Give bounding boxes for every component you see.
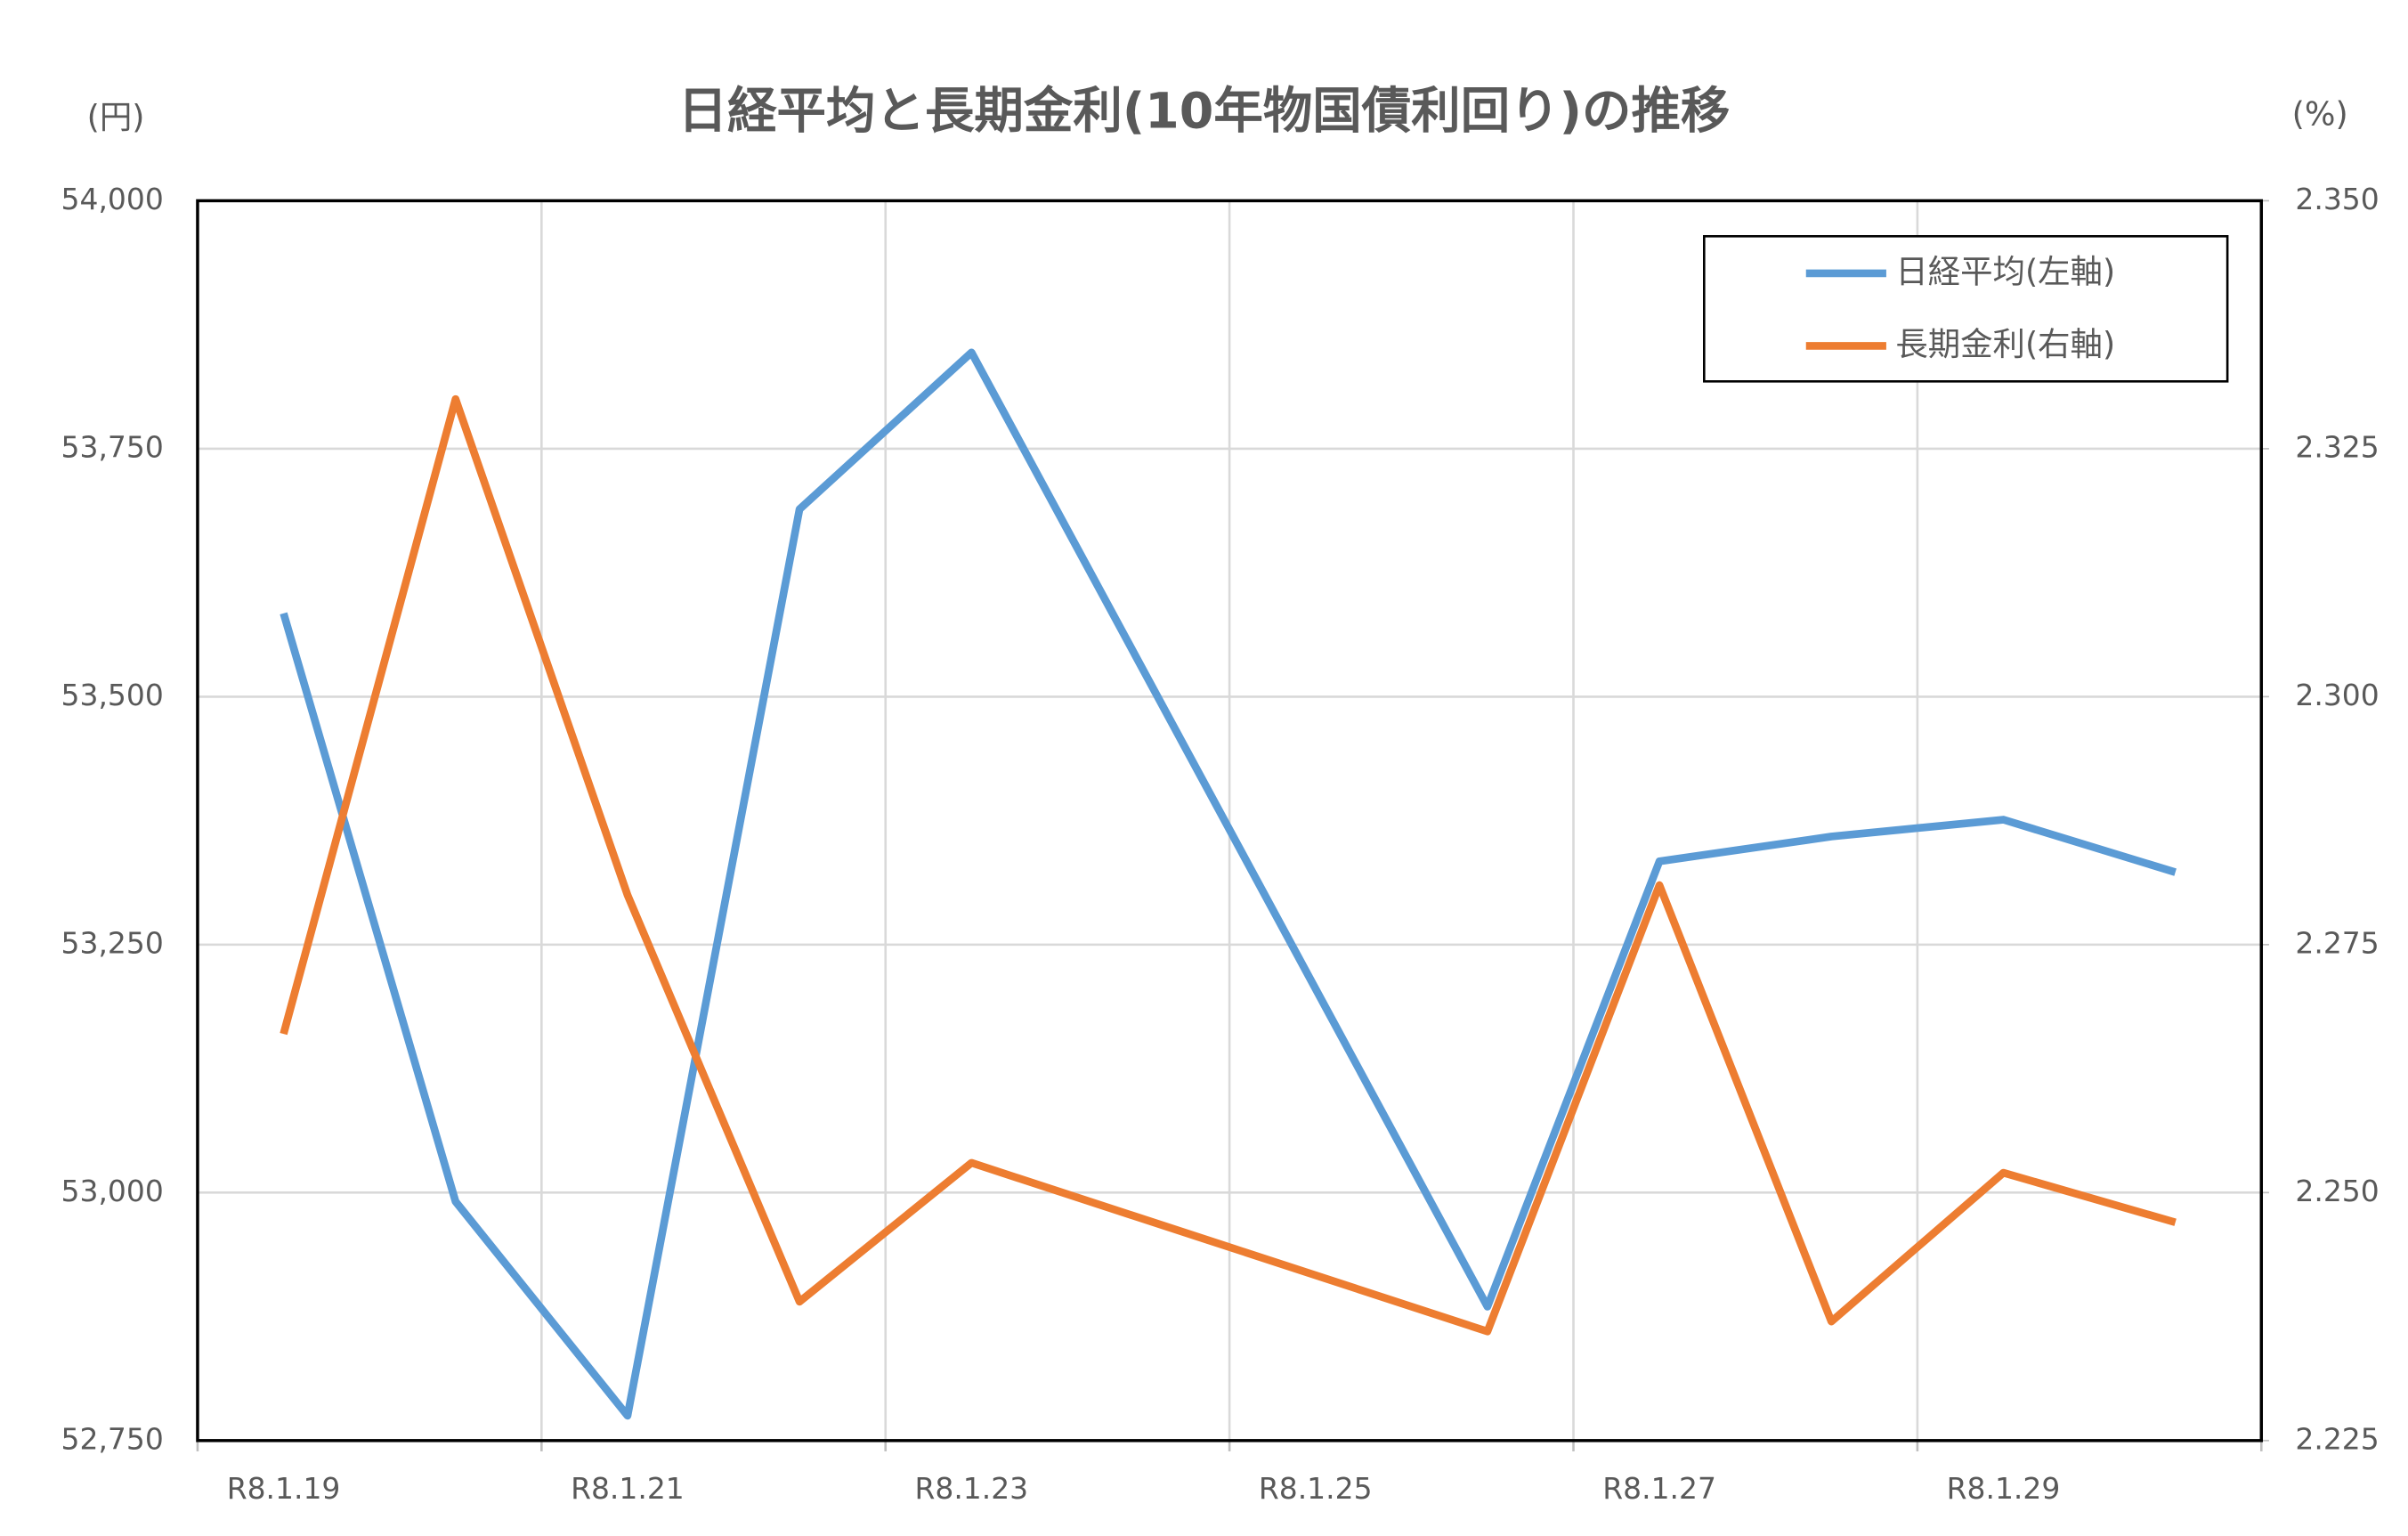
x-tick-label: R8.1.25 [1259, 1471, 1373, 1506]
y2-tick-label: 2.325 [2295, 429, 2379, 464]
y-tick-label: 54,000 [61, 182, 164, 216]
plot-border [196, 199, 2264, 1443]
y-tick-label: 53,000 [61, 1174, 164, 1208]
y2-tick-label: 2.275 [2295, 925, 2379, 960]
y-axis-label: (円) [87, 98, 145, 136]
x-tick-label: R8.1.23 [914, 1471, 1028, 1506]
y2-axis-label: (%) [2292, 95, 2348, 134]
x-tick-label: R8.1.19 [227, 1471, 341, 1506]
y-tick-label: 52,750 [61, 1421, 164, 1456]
x-tick-label: R8.1.21 [571, 1471, 685, 1506]
y2-tick-label: 2.300 [2295, 678, 2379, 712]
legend-label: 日経平均(左軸) [1895, 252, 2115, 290]
series-line [280, 394, 2177, 1336]
y-tick-label: 53,250 [61, 925, 164, 960]
y2-tick-label: 2.250 [2295, 1174, 2379, 1208]
x-tick-label: R8.1.29 [1947, 1471, 2061, 1506]
chart-title: 日経平均と長期金利(10年物国債利回り)の推移 [678, 83, 1731, 140]
y2-tick-label: 2.350 [2295, 182, 2379, 216]
series-line [280, 348, 2177, 1420]
x-tick-label: R8.1.27 [1602, 1471, 1716, 1506]
y-tick-label: 53,750 [61, 429, 164, 464]
legend-label: 長期金利(右軸) [1895, 325, 2115, 363]
legend-box [1703, 235, 2229, 383]
y-tick-label: 53,500 [61, 678, 164, 712]
y2-tick-label: 2.225 [2295, 1421, 2379, 1456]
